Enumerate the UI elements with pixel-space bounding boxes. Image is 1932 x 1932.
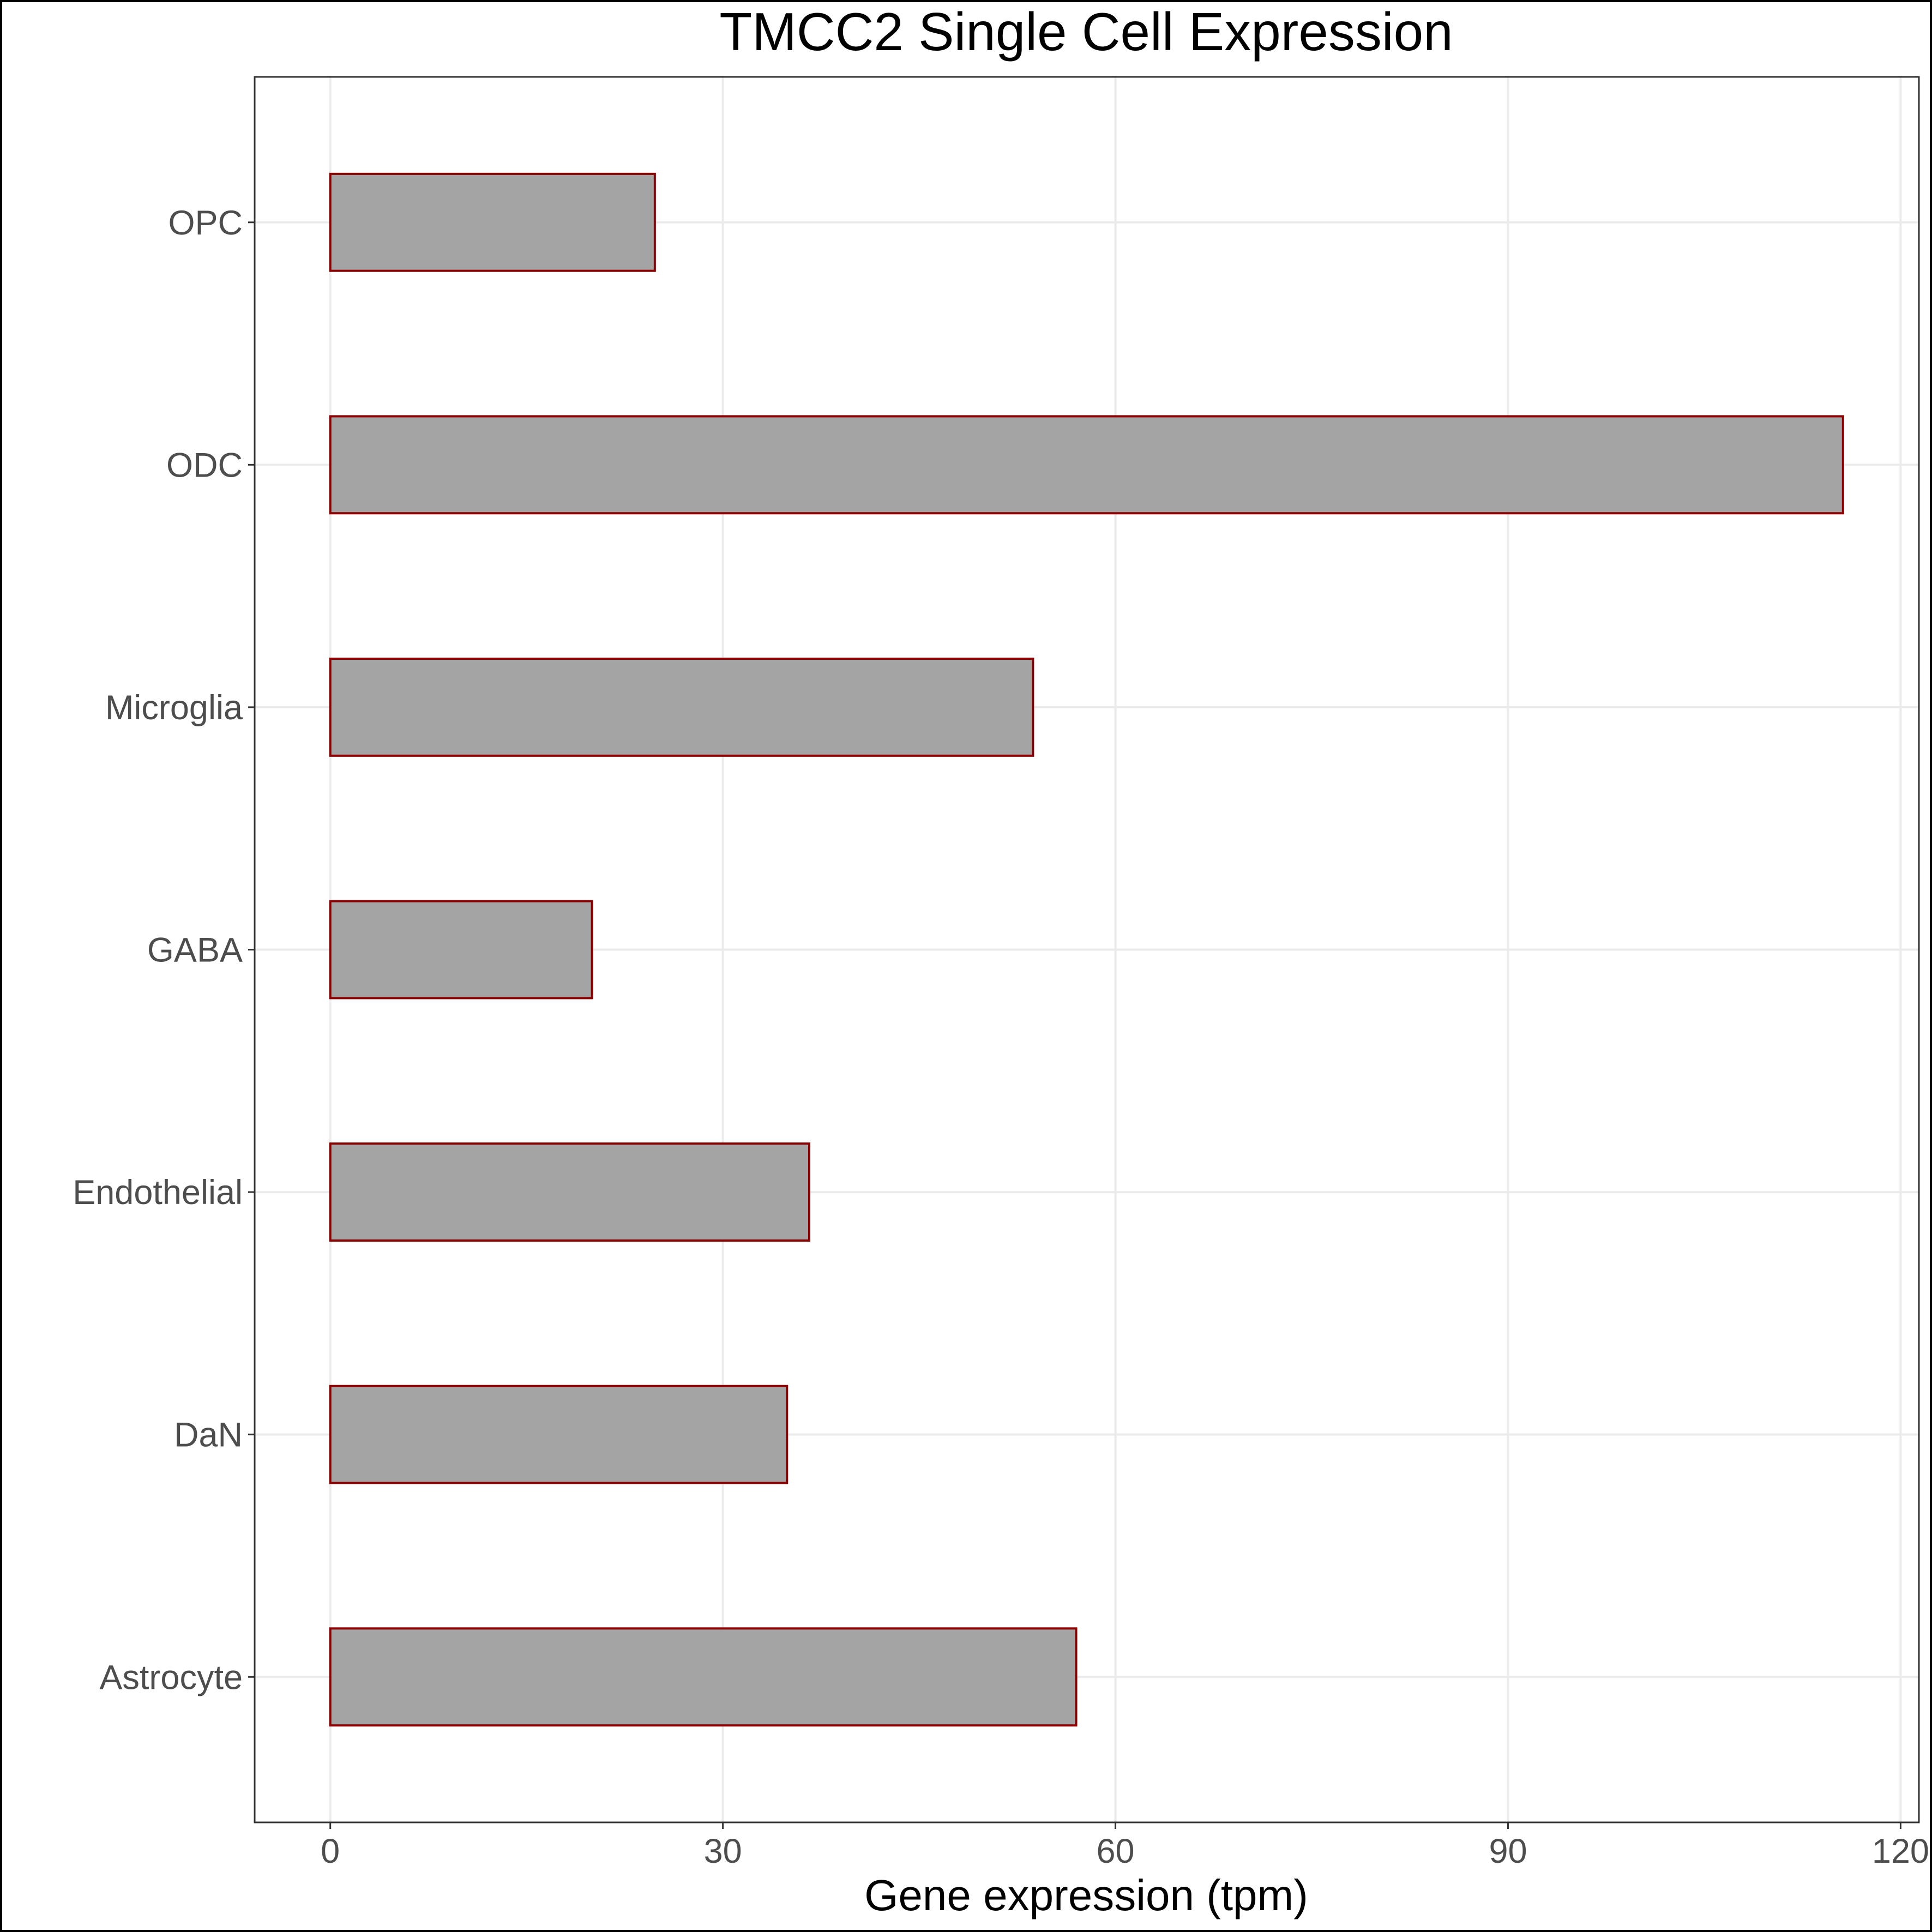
bar-opc <box>329 172 656 272</box>
x-axis-title: Gene expression (tpm) <box>864 1871 1308 1919</box>
bars <box>329 172 1844 1727</box>
bar-gaba <box>329 900 593 1000</box>
bar-endothelial <box>329 1142 811 1242</box>
y-tick-label: Astrocyte <box>99 1658 243 1696</box>
x-axis-ticks: 0 30 60 90 120 <box>321 1822 1929 1870</box>
x-tick-label: 120 <box>1872 1832 1929 1870</box>
x-tick-label: 30 <box>704 1832 742 1870</box>
y-axis-ticks: Astrocyte DaN Endothelial GABA Microglia ODC O… <box>73 204 255 1696</box>
y-tick-label: Endothelial <box>73 1173 243 1212</box>
x-tick-label: 0 <box>321 1832 340 1870</box>
y-tick-label: ODC <box>166 446 243 484</box>
y-tick-label: DaN <box>174 1416 243 1454</box>
bar-odc <box>329 415 1844 515</box>
y-tick-label: OPC <box>168 204 243 242</box>
y-tick-label: GABA <box>147 931 243 970</box>
x-tick-label: 90 <box>1489 1832 1527 1870</box>
bar-astrocyte <box>329 1627 1078 1727</box>
x-tick-label: 60 <box>1097 1832 1135 1870</box>
y-tick-label: Microglia <box>105 689 243 727</box>
bar-dan <box>329 1385 789 1484</box>
chart-title: TMCC2 Single Cell Expression <box>719 2 1453 62</box>
bar-microglia <box>329 658 1034 757</box>
